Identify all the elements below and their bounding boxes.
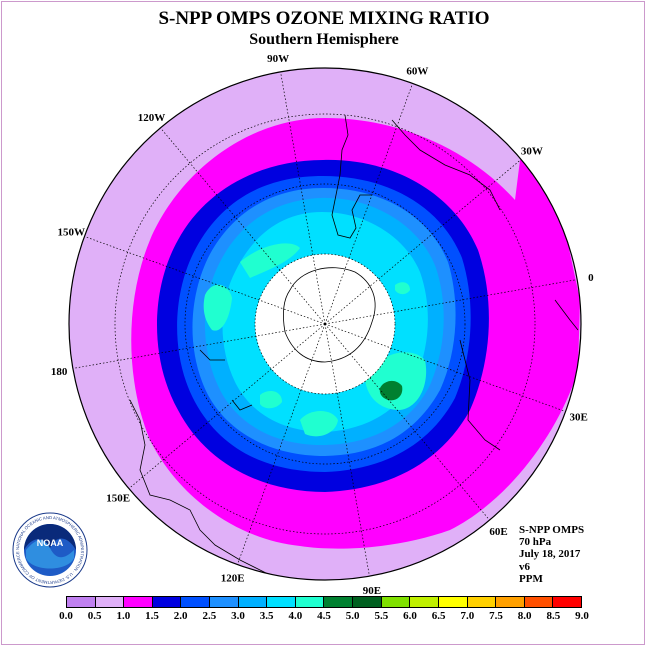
colorbar-swatch [381,597,411,607]
info-date: July 18, 2017 [519,548,581,561]
colorbar-swatch [95,597,125,607]
colorbar-swatch [524,597,554,607]
logo-text: NOAA [37,538,64,548]
info-level: 70 hPa [519,536,552,549]
colorbar-tick-label: 1.0 [116,610,131,622]
zone-4-0-c [300,411,338,437]
latitude-circle [184,183,466,465]
noaa-logo: NATIONAL OCEANIC AND ATMOSPHERIC ADMINIS… [12,512,88,593]
meridian-line [128,323,326,489]
longitude-label: 90E [363,585,381,597]
colorbar-swatch [210,597,239,607]
zone-4-0-a [240,243,300,278]
longitude-label: 90W [267,53,289,65]
colorbar-swatch [181,597,211,607]
info-version: v6 [519,560,530,573]
longitude-label: 60E [489,526,507,538]
latitude-circle [254,253,396,395]
colorbar-tick-label: 3.0 [231,610,245,622]
longitude-label: 0 [588,272,594,284]
colorbar-tick-label: 8.5 [546,610,561,622]
colorbar-tick-label: 7.5 [489,610,503,622]
zone-4-0-d [260,390,282,409]
colorbar-swatch [124,597,153,607]
colorbar-tick-label: 6.0 [403,610,417,622]
colorbar-tick-label: 9.0 [575,610,589,622]
longitude-label: 120W [138,112,166,124]
colorbar-tick-label: 2.0 [173,610,188,622]
colorbar-tick-label: 7.0 [460,610,475,622]
latitude-circle [114,113,536,535]
colorbar-tick-label: 5.5 [374,610,389,622]
coastlines [129,114,579,580]
info-units: PPM [519,572,543,585]
longitude-label: 180 [51,366,68,378]
colorbar-ticks: 0.0 0.5 1.0 1.5 2.0 2.5 3.0 3.5 4.0 4.5 5.0 5.5 6.0 6… [0,610,648,624]
colorbar [66,596,582,608]
longitude-label: 120E [221,573,245,585]
info-block: S-NPP OMPS 70 hPa July 18, 2017 v6 PPM [519,524,584,585]
colorbar-swatch [496,597,525,607]
colorbar-tick-label: 3.5 [259,610,274,622]
meridian-line [324,279,578,325]
meridian-line [84,236,326,325]
meridian-line [324,159,522,325]
meridian-line [72,323,326,369]
longitude-label: 30W [521,145,543,157]
colorbar-tick-label: 4.5 [317,610,331,622]
longitude-labels: 90W 60W 30W 0 30E 60E 90E 120E 150E 180 150W 120W [51,53,594,597]
zone-4-0-f [395,282,410,295]
meridian-line [237,323,326,565]
zone-4-0-b [203,284,232,331]
meridian-line [324,323,566,412]
colorbar-swatch [324,597,354,607]
colorbar-swatch [353,597,382,607]
colorbar-tick-label: 2.5 [202,610,217,622]
longitude-label: 30E [570,411,588,423]
chart-title: S-NPP OMPS OZONE MIXING RATIO [158,8,490,29]
colorbar-swatch [410,597,439,607]
meridian-line [324,323,370,577]
colorbar-tick-label: 1.5 [145,610,159,622]
colorbar-swatch [295,597,325,607]
colorbar-swatch [553,597,581,607]
meridian-line [160,127,326,325]
graticule [72,71,578,577]
colorbar-tick-label: 4.0 [288,610,303,622]
colorbar-swatch [267,597,296,607]
colorbar-tick-label: 0.0 [59,610,73,622]
colorbar-swatch [238,597,268,607]
colorbar-tick-label: 0.5 [87,610,102,622]
meridian-line [324,83,413,325]
colorbar-tick-label: 5.0 [345,610,360,622]
ozone-field [69,68,581,580]
longitude-label: 150W [58,227,86,239]
colorbar-swatch [67,597,96,607]
meridian-line [280,71,326,325]
colorbar-swatch [438,597,468,607]
chart-subtitle: Southern Hemisphere [249,31,399,48]
colorbar-tick-label: 8.0 [517,610,532,622]
colorbar-swatch [152,597,182,607]
longitude-label: 60W [406,65,428,77]
colorbar-swatch [467,597,497,607]
longitude-label: 150E [106,493,130,505]
meridian-line [324,323,490,521]
map-boundary [68,67,582,581]
zone-4-5 [379,380,403,401]
colorbar-tick-label: 6.5 [431,610,446,622]
info-instrument: S-NPP OMPS [519,524,585,536]
